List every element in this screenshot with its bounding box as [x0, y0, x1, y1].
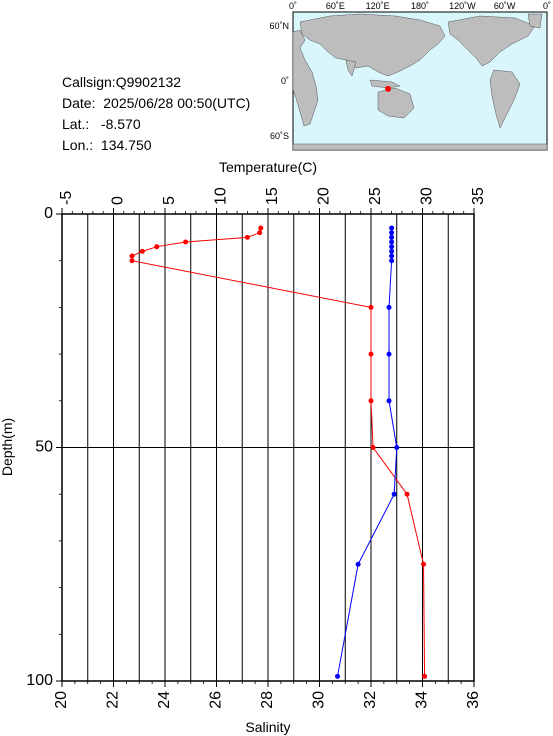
salinity-data-point	[389, 253, 395, 259]
land-greenland	[527, 13, 543, 29]
temperature-tick-label: 30	[419, 187, 436, 205]
temperature-data-point	[129, 253, 135, 259]
land-eurasia	[299, 13, 446, 77]
lat-value: -8.570	[100, 116, 141, 132]
salinity-data-point	[389, 239, 395, 245]
depth-ticks: 0 50 100	[26, 205, 62, 689]
lat-label: Lat.:	[62, 116, 90, 132]
salinity-data-point	[389, 225, 395, 231]
temperature-data-point	[257, 230, 263, 236]
temperature-data-point	[421, 561, 427, 567]
salinity-axis-label: Salinity	[245, 719, 290, 735]
lat-row: Lat.: -8.570	[62, 114, 250, 135]
salinity-data-point	[389, 230, 395, 236]
temperature-tick-label: -5	[58, 191, 75, 205]
map-top-ticks: 0˚ 60˚E 120˚E 180˚ 120˚W 60˚W 0˚	[289, 1, 551, 11]
map-top-tick-label: 0˚	[543, 1, 551, 11]
salinity-data-point	[335, 673, 341, 679]
temperature-data-point	[139, 248, 145, 254]
depth-axis-label: Depth(m)	[0, 418, 15, 476]
salinity-tick-label: 22	[105, 691, 122, 709]
temperature-series-line	[131, 227, 426, 677]
temperature-tick-label: 15	[264, 187, 281, 205]
temperature-data-point	[370, 445, 376, 450]
land-indonesia	[369, 79, 401, 89]
temperature-tick-label: 25	[367, 187, 384, 205]
temperature-data-point	[368, 304, 374, 310]
land-africa	[292, 29, 319, 127]
depth-tick-label: 0	[44, 205, 53, 222]
salinity-data-point	[389, 248, 395, 254]
temperature-data-point	[244, 234, 250, 240]
salinity-tick-label: 32	[362, 691, 379, 709]
temperature-ticks: -5 0 5 10 15 20 25 30 35	[58, 187, 487, 214]
salinity-data-point	[389, 234, 395, 240]
series-layer	[129, 225, 428, 679]
salinity-data-point	[389, 258, 395, 264]
temperature-tick-label: 5	[161, 196, 178, 205]
salinity-ticks: 20 22 24 26 28 30 32 34 36	[53, 681, 482, 709]
map-top-tick-label: 0˚	[289, 1, 297, 11]
map-left-ticks: 60˚N 0˚ 60˚S	[269, 21, 289, 141]
map-top-tick-label: 60˚E	[326, 1, 345, 11]
salinity-tick-label: 26	[208, 691, 225, 709]
salinity-tick-label: 36	[465, 691, 482, 709]
salinity-tick-label: 34	[414, 691, 431, 709]
land-antarctica	[292, 143, 548, 151]
salinity-series-line	[337, 228, 398, 677]
temperature-data-point	[183, 239, 189, 245]
temperature-tick-label: 35	[470, 187, 487, 205]
map-top-tick-label: 60˚W	[494, 1, 516, 11]
salinity-data-point	[386, 351, 392, 357]
temperature-data-point	[368, 398, 374, 404]
salinity-data-point	[386, 304, 392, 310]
location-map: 0˚ 60˚E 120˚E 180˚ 120˚W 60˚W 0˚ 60˚N0˚60˚S	[269, 1, 551, 151]
depth-tick-label: 50	[35, 439, 53, 456]
lon-value: 134.750	[100, 137, 152, 153]
map-left-tick-label: 0˚	[281, 76, 289, 86]
float-location-marker	[385, 85, 392, 92]
temperature-tick-label: 10	[213, 187, 230, 205]
lon-row: Lon.: 134.750	[62, 135, 250, 156]
salinity-tick-label: 30	[311, 691, 328, 709]
temperature-data-point	[422, 673, 428, 679]
temperature-data-point	[258, 225, 264, 231]
salinity-data-point	[394, 445, 400, 450]
lon-label: Lon.:	[62, 137, 94, 153]
temperature-data-point	[129, 258, 135, 264]
salinity-data-point	[389, 244, 395, 250]
temperature-data-point	[404, 491, 410, 497]
map-top-tick-label: 120˚W	[449, 1, 476, 11]
land-north-america	[447, 15, 536, 67]
date-label: Date:	[62, 95, 96, 111]
map-top-tick-label: 120˚E	[366, 1, 390, 11]
temperature-data-point	[368, 351, 374, 357]
land-australia	[377, 87, 415, 119]
depth-tick-label: 100	[26, 672, 53, 689]
temperature-tick-label: 0	[110, 196, 127, 205]
salinity-data-point	[391, 491, 397, 497]
salinity-data-point	[386, 398, 392, 404]
chart-grid	[62, 214, 474, 681]
salinity-tick-label: 28	[259, 691, 276, 709]
float-info: Callsign:Q9902132 Date: 2025/06/28 00:50…	[62, 72, 250, 156]
date-row: Date: 2025/06/28 00:50(UTC)	[62, 93, 250, 114]
map-left-tick-label: 60˚S	[270, 131, 289, 141]
temperature-data-point	[154, 244, 160, 250]
land-south-america	[489, 69, 521, 129]
salinity-tick-label: 24	[156, 691, 173, 709]
land-india	[345, 59, 357, 77]
salinity-tick-label: 20	[53, 691, 70, 709]
salinity-data-point	[355, 561, 361, 567]
map-land	[292, 13, 548, 151]
callsign-text: Callsign:Q9902132	[62, 74, 182, 90]
map-left-tick-label: 60˚N	[269, 21, 289, 31]
temperature-axis-label: Temperature(C)	[219, 159, 317, 175]
temperature-tick-label: 20	[316, 187, 333, 205]
date-value: 2025/06/28 00:50(UTC)	[103, 95, 251, 111]
map-top-tick-label: 180˚	[411, 1, 429, 11]
